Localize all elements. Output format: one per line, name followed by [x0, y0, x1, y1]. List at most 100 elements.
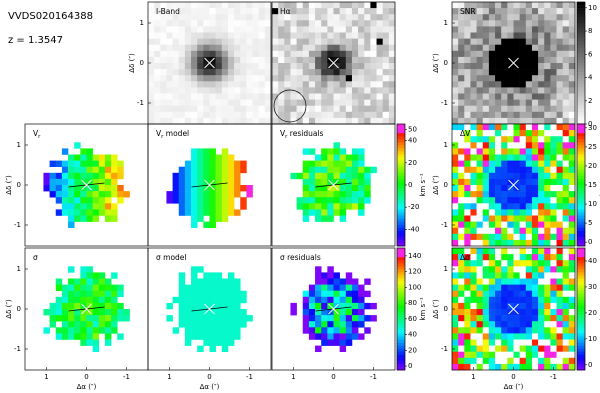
- pixel: [477, 297, 483, 303]
- pixel: [80, 191, 86, 197]
- pixel: [477, 167, 483, 173]
- pixel: [520, 234, 526, 240]
- pixel: [340, 14, 346, 20]
- pixel: [495, 234, 501, 240]
- colorbar-tick-label: 10: [588, 200, 597, 208]
- pixel: [358, 118, 364, 124]
- pixel: [501, 297, 507, 303]
- pixel: [222, 173, 228, 179]
- pixel: [216, 197, 222, 203]
- pixel: [370, 63, 376, 69]
- pixel: [458, 216, 464, 222]
- pixel: [246, 33, 252, 39]
- colorbar-step: [397, 173, 405, 176]
- pixel: [464, 173, 470, 179]
- pixel: [228, 81, 234, 87]
- pixel: [203, 94, 209, 100]
- pixel: [315, 20, 321, 26]
- pixel: [495, 228, 501, 234]
- pixel: [489, 100, 495, 106]
- pixel: [87, 155, 93, 161]
- pixel: [216, 333, 222, 339]
- pixel: [458, 106, 464, 112]
- pixel: [495, 297, 501, 303]
- pixel: [501, 8, 507, 14]
- pixel: [197, 155, 203, 161]
- pixel: [228, 45, 234, 51]
- pixel: [185, 39, 191, 45]
- pixel: [483, 340, 489, 346]
- pixel: [185, 209, 191, 215]
- pixel: [148, 81, 154, 87]
- pixel: [334, 340, 340, 346]
- pixel: [526, 297, 532, 303]
- pixel: [489, 75, 495, 81]
- pixel: [501, 340, 507, 346]
- pixel: [154, 51, 160, 57]
- pixel: [501, 57, 507, 63]
- pixel: [464, 209, 470, 215]
- pixel: [458, 315, 464, 321]
- pixel: [514, 240, 520, 246]
- pixel: [544, 260, 550, 266]
- pixel: [327, 39, 333, 45]
- pixel: [514, 33, 520, 39]
- pixel: [563, 364, 569, 370]
- pixel: [358, 303, 364, 309]
- pixel: [197, 63, 203, 69]
- pixel: [550, 333, 556, 339]
- pixel: [538, 14, 544, 20]
- pixel: [452, 26, 458, 32]
- pixel: [166, 87, 172, 93]
- pixel: [495, 340, 501, 346]
- pixel: [80, 315, 86, 321]
- pixel: [501, 309, 507, 315]
- pixel: [56, 179, 62, 185]
- pixel: [43, 327, 49, 333]
- pixel: [458, 26, 464, 32]
- colorbar-step: [577, 197, 585, 200]
- pixel: [148, 39, 154, 45]
- pixel: [222, 69, 228, 75]
- pixel: [74, 285, 80, 291]
- pixel: [321, 45, 327, 51]
- pixel: [501, 352, 507, 358]
- pixel: [526, 254, 532, 260]
- pixel: [501, 130, 507, 136]
- pixel: [458, 234, 464, 240]
- pixel: [234, 39, 240, 45]
- pixel: [452, 364, 458, 370]
- pixel: [520, 272, 526, 278]
- pixel: [526, 364, 532, 370]
- pixel: [458, 155, 464, 161]
- pixel: [290, 94, 296, 100]
- pixel: [452, 161, 458, 167]
- pixel: [569, 173, 575, 179]
- pixel: [259, 75, 265, 81]
- pixel: [340, 291, 346, 297]
- colorbar-step: [577, 164, 585, 167]
- pixel: [303, 26, 309, 32]
- pixel: [557, 352, 563, 358]
- pixel: [477, 2, 483, 8]
- pixel: [340, 327, 346, 333]
- pixel: [297, 69, 303, 75]
- pixel: [272, 45, 278, 51]
- pixel: [483, 191, 489, 197]
- pixel: [464, 155, 470, 161]
- pixel: [346, 63, 352, 69]
- x-axis-title: Δα (″): [200, 383, 220, 391]
- pixel: [520, 303, 526, 309]
- pixel: [352, 327, 358, 333]
- pixel: [550, 57, 556, 63]
- pixel: [364, 39, 370, 45]
- pixel: [383, 39, 389, 45]
- pixel: [234, 309, 240, 315]
- pixel: [117, 191, 123, 197]
- pixel: [532, 45, 538, 51]
- pixel: [203, 315, 209, 321]
- pixel: [483, 216, 489, 222]
- pixel: [105, 333, 111, 339]
- colorbar-step: [577, 266, 585, 269]
- colorbar-step: [577, 173, 585, 176]
